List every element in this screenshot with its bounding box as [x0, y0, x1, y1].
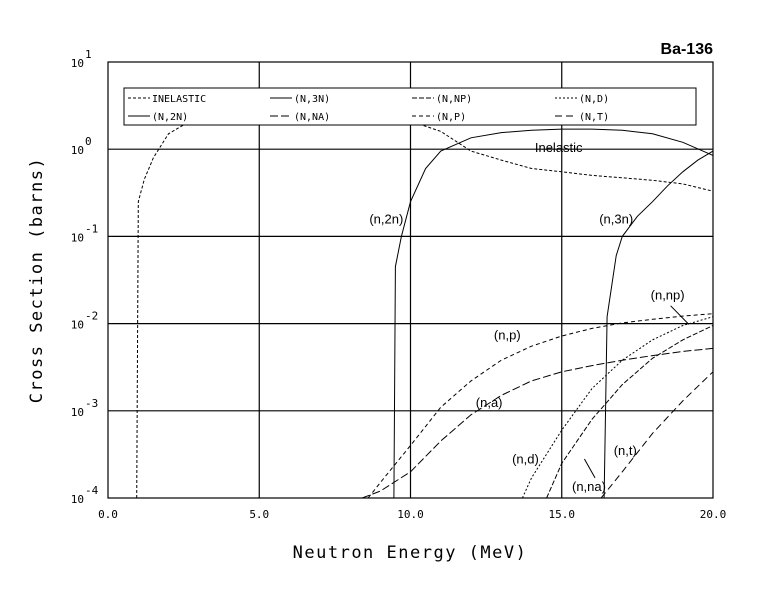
x-tick-label: 15.0	[549, 508, 576, 521]
legend-label: (N,P)	[436, 112, 466, 123]
x-axis-title: Neutron Energy (MeV)	[293, 543, 528, 563]
y-tick-exponent: -3	[85, 397, 98, 410]
leader-line-n-np	[670, 305, 690, 325]
grid-lines	[108, 62, 713, 498]
y-tick-label: 10	[71, 57, 84, 70]
y-tick-exponent: -1	[85, 222, 98, 235]
y-tick-label: 10	[71, 406, 84, 419]
series-line-n-p	[367, 313, 714, 499]
x-tick-label: 10.0	[397, 508, 424, 521]
series-line-n-np	[546, 325, 714, 499]
legend: INELASTIC (N,3N) (N,NP) (N,D) (N,2N) (N,NA) (N…	[123, 87, 697, 126]
annotations: Inelastic (n,2n) (n,3n) (n,np) (n,p) (n,a) (n,…	[369, 140, 684, 494]
y-tick-exponent: 0	[85, 135, 92, 148]
annotation-label: (n,na)	[572, 479, 606, 494]
y-tick-label: 10	[71, 319, 84, 332]
legend-label: (N,2N)	[152, 112, 188, 123]
series-line-inelastic	[136, 118, 714, 499]
y-tick-exponent: 1	[85, 48, 92, 61]
chart-title: Ba-136	[661, 41, 714, 58]
series-line-n-2n	[393, 128, 714, 499]
annotation-leaders	[584, 305, 690, 479]
annotation-label: (n,2n)	[369, 212, 403, 227]
y-tick-exponent: -4	[85, 484, 99, 497]
series-line-n-na	[361, 347, 714, 499]
legend-box	[123, 87, 697, 126]
legend-label: (N,T)	[579, 112, 609, 123]
x-axis-ticks: 0.0 5.0 10.0 15.0 20.0	[98, 508, 726, 521]
x-tick-label: 0.0	[98, 508, 118, 521]
legend-label: (N,3N)	[294, 94, 330, 105]
legend-label: (N,NP)	[436, 94, 472, 105]
annotation-label: (n,np)	[651, 287, 685, 302]
y-tick-label: 10	[71, 144, 84, 157]
y-tick-label: 10	[71, 493, 84, 506]
annotation-label: Inelastic	[535, 140, 583, 155]
x-tick-label: 5.0	[249, 508, 269, 521]
y-tick-label: 10	[71, 231, 84, 244]
legend-label: (N,NA)	[294, 112, 330, 123]
annotation-label: (n,3n)	[599, 212, 633, 227]
x-tick-label: 20.0	[700, 508, 727, 521]
series-line-n-d	[521, 316, 714, 499]
y-axis-title: Cross Section (barns)	[27, 157, 47, 403]
legend-label: INELASTIC	[152, 94, 206, 105]
series-line-n-t	[600, 371, 714, 499]
plot-frame	[107, 61, 714, 499]
leader-line-n-na	[584, 458, 596, 479]
series-group	[136, 118, 714, 499]
series-line-n-3n	[603, 150, 714, 499]
annotation-label: (n,t)	[614, 443, 637, 458]
annotation-label: (n,a)	[476, 395, 503, 410]
legend-label: (N,D)	[579, 94, 609, 105]
y-tick-exponent: -2	[85, 310, 98, 323]
annotation-label: (n,d)	[512, 451, 539, 466]
annotation-label: (n,p)	[494, 327, 521, 342]
